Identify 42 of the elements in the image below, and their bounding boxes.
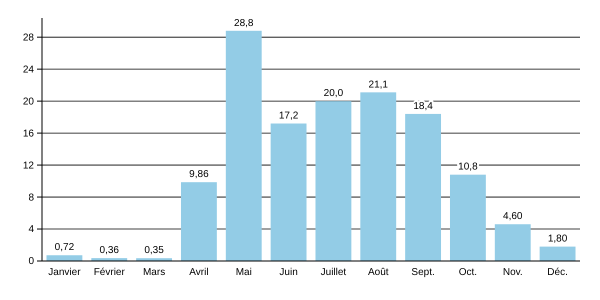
x-tick-label: Février xyxy=(94,267,126,278)
bar xyxy=(360,92,396,261)
bar xyxy=(494,224,531,261)
data-label: 1,80 xyxy=(548,234,568,245)
y-tick-label: 20 xyxy=(22,96,34,108)
y-tick-label: 16 xyxy=(22,128,34,140)
x-tick-label: Août xyxy=(368,267,389,278)
data-label: 17,2 xyxy=(278,110,299,122)
x-tick-label: Janvier xyxy=(48,267,82,278)
data-label: 28,8 xyxy=(234,18,254,29)
y-tick-label: 24 xyxy=(22,64,34,76)
x-tick-label: Juillet xyxy=(320,267,346,278)
bar xyxy=(450,174,486,261)
x-tick-label: Nov. xyxy=(502,267,523,278)
y-tick-label: 4 xyxy=(28,224,34,236)
bar xyxy=(226,30,262,261)
x-tick-label: Juin xyxy=(279,267,298,278)
data-label: 18,4 xyxy=(413,100,434,112)
data-label: 9,86 xyxy=(189,169,210,180)
y-tick-label: 8 xyxy=(28,192,34,204)
data-label: 0,35 xyxy=(144,245,164,256)
bar xyxy=(540,246,576,261)
bar xyxy=(180,182,217,261)
data-label: 20,0 xyxy=(324,88,344,100)
data-label: 21,1 xyxy=(368,79,388,90)
y-tick-label: 0 xyxy=(28,256,34,268)
y-tick-label: 12 xyxy=(22,160,34,172)
y-tick-label: 28 xyxy=(22,32,34,44)
x-tick-label: Sept. xyxy=(411,267,435,278)
bar xyxy=(270,124,307,261)
x-tick-label: Mars xyxy=(142,267,166,278)
bar xyxy=(315,101,352,261)
x-tick-label: Avril xyxy=(189,267,209,278)
bar xyxy=(46,255,82,261)
data-label: 0,72 xyxy=(54,242,75,254)
bar xyxy=(405,114,442,261)
x-tick-label: Oct. xyxy=(458,267,478,278)
data-label: 4,60 xyxy=(503,211,523,222)
x-tick-label: Mai xyxy=(236,267,252,278)
x-tick-label: Déc. xyxy=(547,267,568,278)
bar xyxy=(136,258,172,261)
data-label: 0,36 xyxy=(100,245,120,256)
